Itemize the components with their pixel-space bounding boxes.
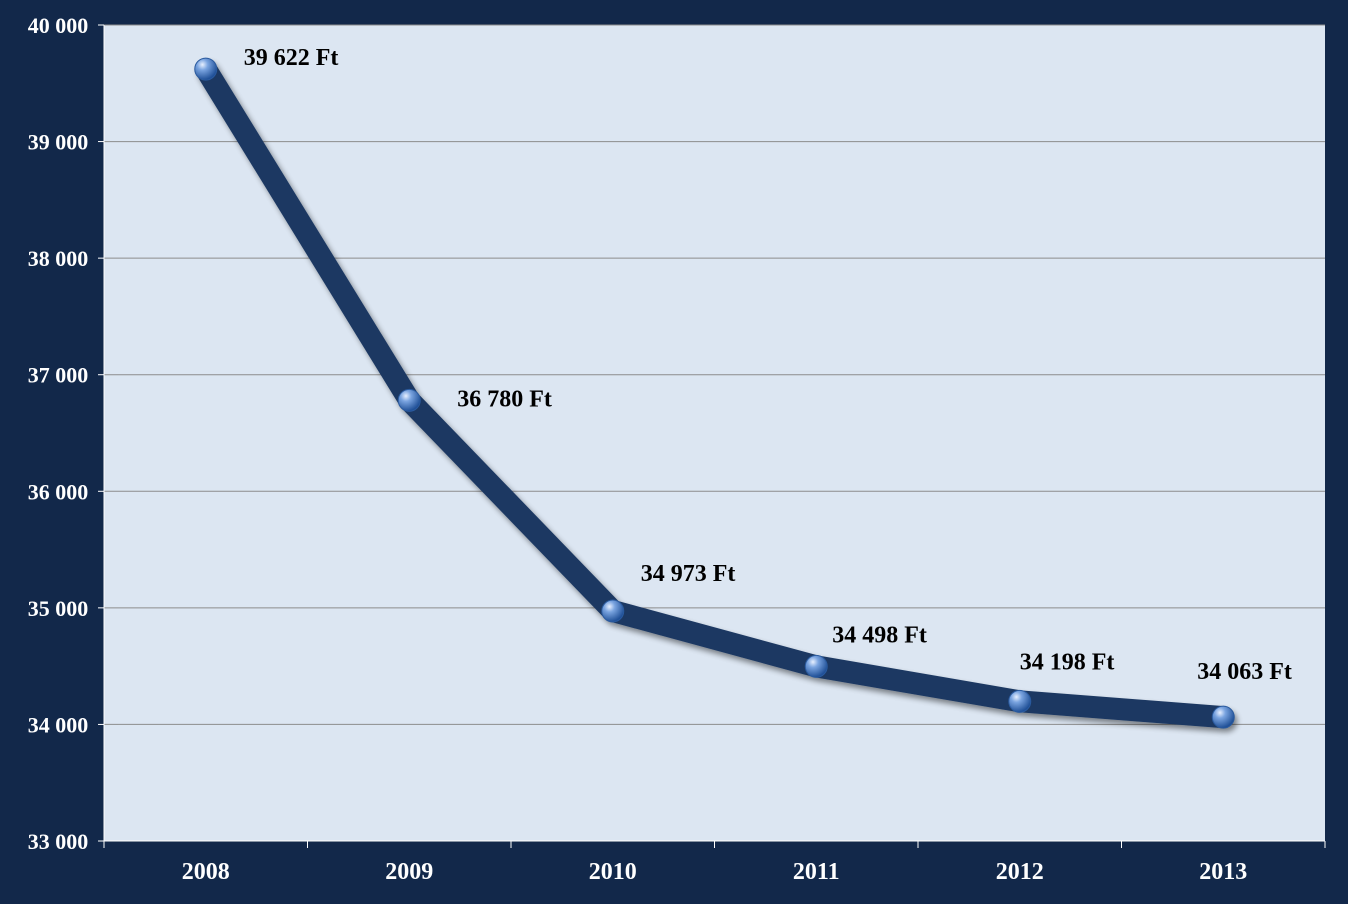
data-label: 34 973 Ft xyxy=(641,561,736,587)
data-label: 34 498 Ft xyxy=(832,622,927,648)
data-point-marker xyxy=(601,599,625,623)
data-label: 36 780 Ft xyxy=(457,386,552,412)
data-point-marker xyxy=(397,388,421,412)
x-tick-label: 2009 xyxy=(385,859,433,885)
data-point-marker xyxy=(194,57,218,81)
gridlines xyxy=(104,24,1325,725)
y-tick-label: 35 000 xyxy=(28,596,89,621)
y-tick-label: 38 000 xyxy=(28,246,89,271)
x-tick-label: 2008 xyxy=(182,859,230,885)
y-tick-label: 33 000 xyxy=(28,829,89,854)
y-tick-label: 36 000 xyxy=(28,479,89,504)
x-tick-label: 2010 xyxy=(589,859,637,885)
data-point-marker xyxy=(1008,689,1032,713)
data-label: 34 063 Ft xyxy=(1197,659,1292,685)
data-label: 34 198 Ft xyxy=(1020,649,1115,675)
x-tick-label: 2011 xyxy=(793,859,840,885)
data-labels: 39 622 Ft 36 780 Ft 34 973 Ft 34 498 Ft 34 1… xyxy=(244,45,1292,685)
y-tick-label: 40 000 xyxy=(28,13,89,38)
series-line xyxy=(194,58,1235,729)
y-tick-label: 39 000 xyxy=(28,130,89,155)
x-tick-label: 2013 xyxy=(1199,859,1247,885)
y-tick-label: 34 000 xyxy=(28,712,89,737)
y-tick-label: 37 000 xyxy=(28,363,89,388)
axes: 33 000 34 000 35 000 36 000 37 000 38 000 39 0… xyxy=(28,13,1326,885)
x-tick-label: 2012 xyxy=(996,859,1044,885)
data-point-marker xyxy=(1211,705,1235,729)
series-line-layer xyxy=(194,57,1235,729)
data-point-marker xyxy=(804,654,828,678)
data-label: 39 622 Ft xyxy=(244,45,339,71)
